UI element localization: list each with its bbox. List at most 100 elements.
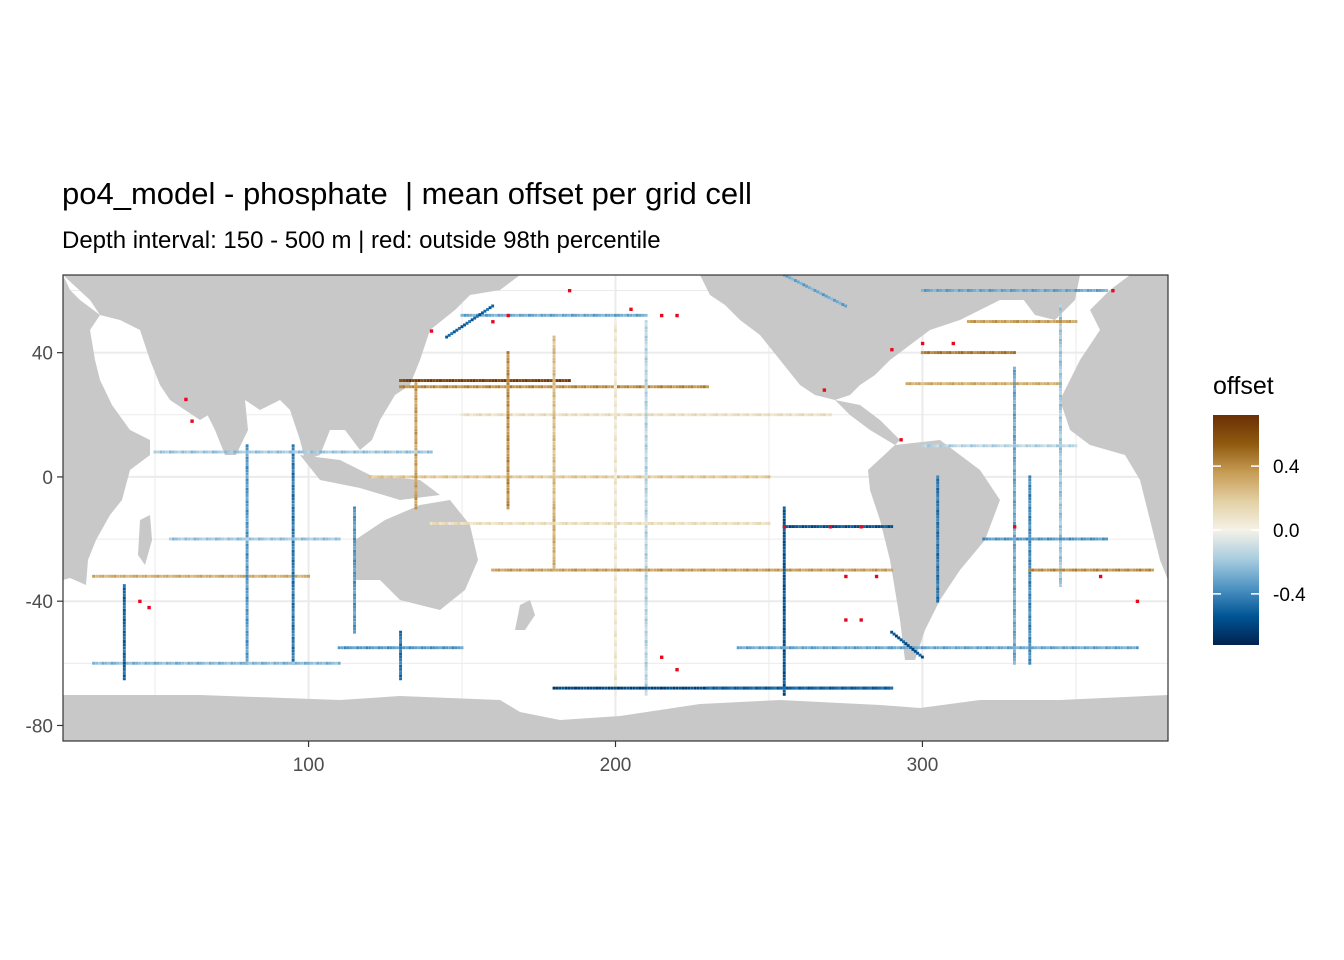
grid-cell	[211, 537, 215, 541]
grid-cell	[693, 686, 697, 690]
grid-cell	[795, 686, 798, 690]
grid-cell	[494, 568, 498, 572]
grid-cell	[696, 521, 700, 525]
grid-cell	[758, 413, 762, 417]
grid-cell	[171, 661, 175, 665]
grid-cell	[291, 503, 295, 507]
grid-cell	[1071, 288, 1075, 292]
grid-cell	[98, 574, 102, 578]
grid-cell	[325, 450, 329, 454]
grid-cell	[156, 661, 160, 665]
grid-cell	[494, 413, 498, 417]
grid-cell	[1102, 288, 1105, 292]
grid-cell	[610, 568, 614, 572]
grid-cell	[503, 568, 507, 572]
grid-cell	[632, 568, 636, 572]
grid-cell	[1012, 391, 1016, 395]
grid-cell	[1126, 646, 1130, 650]
grid-cell	[693, 385, 697, 389]
grid-cell	[405, 475, 409, 479]
grid-cell	[736, 521, 740, 525]
grid-cell	[267, 661, 271, 665]
grid-cell	[644, 494, 648, 497]
grid-cell	[1046, 320, 1050, 323]
grid-cell	[945, 351, 949, 355]
grid-cell	[374, 475, 378, 479]
section-track	[890, 630, 924, 659]
grid-cell	[1098, 288, 1102, 292]
grid-cell	[702, 521, 706, 525]
grid-cell	[1016, 537, 1019, 541]
grid-cell	[822, 413, 826, 417]
grid-cell	[1028, 481, 1032, 485]
grid-cell	[702, 568, 706, 572]
grid-cell	[644, 490, 648, 494]
grid-cell	[168, 661, 172, 665]
grid-cell	[586, 385, 590, 389]
grid-cell	[644, 357, 648, 361]
grid-cell	[782, 668, 786, 671]
grid-cell	[276, 537, 280, 541]
grid-cell	[245, 661, 249, 665]
grid-cell	[116, 574, 120, 578]
grid-cell	[178, 574, 182, 578]
section-track	[920, 351, 1016, 355]
grid-cell	[181, 450, 185, 454]
grid-cell	[948, 382, 952, 386]
grid-cell	[552, 546, 556, 550]
grid-cell	[613, 677, 617, 681]
grid-cell	[399, 379, 403, 383]
grid-cell	[805, 284, 809, 288]
grid-cell	[936, 568, 940, 572]
grid-cell	[132, 574, 135, 578]
grid-cell	[613, 351, 617, 355]
grid-cell	[644, 363, 648, 367]
grid-cell	[936, 509, 940, 513]
grid-cell	[531, 521, 535, 525]
grid-cell	[793, 279, 797, 283]
grid-cell	[414, 450, 418, 454]
grid-cell	[1012, 553, 1016, 556]
grid-cell	[1086, 537, 1090, 541]
grid-cell	[337, 661, 341, 665]
grid-cell	[644, 596, 648, 600]
grid-cell	[1052, 646, 1056, 650]
grid-cell	[515, 475, 519, 479]
grid-cell	[936, 494, 940, 497]
grid-cell	[414, 462, 418, 466]
grid-cell	[236, 450, 240, 454]
grid-cell	[613, 509, 617, 513]
grid-cell	[245, 574, 249, 578]
grid-cell	[819, 568, 823, 572]
grid-cell	[245, 462, 249, 466]
grid-cell	[472, 413, 476, 417]
grid-cell	[976, 288, 980, 292]
grid-cell	[414, 466, 418, 469]
grid-cell	[604, 521, 608, 525]
grid-cell	[368, 450, 372, 454]
grid-cell	[970, 351, 973, 355]
grid-cell	[613, 484, 617, 488]
grid-cell	[604, 475, 608, 479]
grid-cell	[469, 313, 473, 317]
grid-cell	[598, 568, 602, 572]
grid-cell	[1129, 646, 1133, 650]
grid-cell	[718, 568, 722, 572]
grid-cell	[386, 450, 390, 454]
grid-cell	[613, 472, 617, 476]
grid-cell	[1034, 444, 1038, 448]
land-newzealand	[515, 600, 535, 630]
grid-cell	[291, 472, 295, 476]
grid-cell	[1062, 646, 1066, 650]
grid-cell	[933, 288, 937, 292]
grid-cell	[399, 649, 403, 653]
grid-cell	[156, 450, 160, 454]
outlier-cell	[1135, 599, 1140, 604]
grid-cell	[331, 661, 335, 665]
grid-cell	[119, 661, 123, 665]
grid-cell	[1065, 568, 1069, 572]
grid-cell	[767, 568, 771, 572]
grid-cell	[767, 475, 771, 479]
grid-cell	[221, 450, 224, 454]
grid-cell	[770, 568, 774, 572]
